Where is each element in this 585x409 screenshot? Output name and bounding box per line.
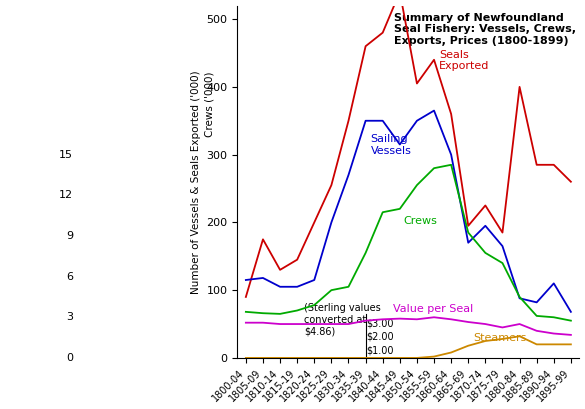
Text: Seals
Exported: Seals Exported [439,49,490,71]
Text: Steamers: Steamers [473,333,526,343]
Text: Value per Seal: Value per Seal [393,304,473,314]
Text: Crews ('000): Crews ('000) [205,72,215,137]
Text: Crews: Crews [403,216,437,226]
Text: 6: 6 [66,272,73,282]
Text: 12: 12 [59,190,73,200]
Text: Summary of Newfoundland
Seal Fishery: Vessels, Crews,
Exports, Prices (1800-1899: Summary of Newfoundland Seal Fishery: Ve… [394,13,576,46]
Y-axis label: Number of Vessels & Seals Exported ('000): Number of Vessels & Seals Exported ('000… [191,70,201,294]
Text: 15: 15 [59,150,73,160]
Text: 9: 9 [66,231,73,241]
Text: 0: 0 [66,353,73,363]
Text: (Sterling values
converted at
$4.86): (Sterling values converted at $4.86) [304,303,381,336]
Text: 3: 3 [66,312,73,322]
Text: $3.00
$2.00
$1.00: $3.00 $2.00 $1.00 [366,319,394,355]
Text: Sailing
Vessels: Sailing Vessels [371,134,412,156]
